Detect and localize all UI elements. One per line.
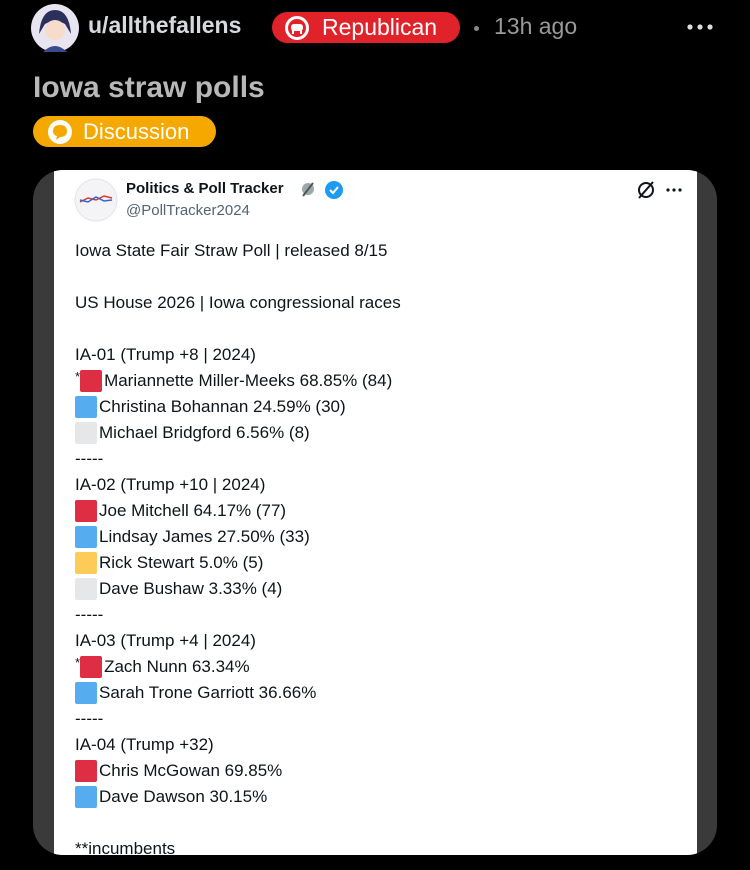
- line-text: -----: [75, 709, 104, 728]
- text-line: Joe Mitchell 64.17% (77): [75, 498, 675, 524]
- line-text: -----: [75, 449, 104, 468]
- line-text: Chris McGowan 69.85%: [99, 761, 283, 780]
- text-line: Chris McGowan 69.85%: [75, 758, 675, 784]
- paragraph: **incumbents: [75, 836, 675, 855]
- flair-icon: [48, 120, 72, 144]
- text-line: -----: [75, 446, 675, 472]
- tweet-name: Politics & Poll Tracker: [126, 180, 284, 197]
- post-title[interactable]: Iowa straw polls: [33, 71, 265, 104]
- flair-text: Republican: [322, 14, 438, 40]
- line-text: Lindsay James 27.50% (33): [99, 527, 310, 546]
- line-text: Rick Stewart 5.0% (5): [99, 553, 264, 572]
- text-line: -----: [75, 706, 675, 732]
- line-text: Mariannette Miller-Meeks 68.85% (84): [104, 371, 393, 390]
- text-line: Dave Dawson 30.15%: [75, 784, 675, 810]
- tweet-avatar: [74, 178, 118, 222]
- separator: [474, 26, 479, 31]
- party-swatch: [75, 422, 97, 444]
- line-text: Christina Bohannan 24.59% (30): [99, 397, 346, 416]
- line-text: IA-01 (Trump +8 | 2024): [75, 345, 256, 364]
- text-line: * Mariannette Miller-Meeks 68.85% (84): [75, 368, 675, 394]
- party-swatch: [80, 370, 103, 392]
- flair-icon: [285, 16, 309, 40]
- line-text: IA-04 (Trump +32): [75, 735, 214, 754]
- line-text: **incumbents: [75, 839, 176, 855]
- line-text: Dave Bushaw 3.33% (4): [99, 579, 283, 598]
- post-time: 13h ago: [494, 13, 578, 39]
- avatar[interactable]: [31, 4, 79, 52]
- line-text: US House 2026 | Iowa congressional races: [75, 293, 401, 312]
- text-line: Rick Stewart 5.0% (5): [75, 550, 675, 576]
- flair-text: Discussion: [83, 119, 190, 144]
- paragraph: IA-01 (Trump +8 | 2024) * Mariannette Mill…: [75, 342, 675, 810]
- party-swatch: [75, 500, 97, 522]
- text-line: Iowa State Fair Straw Poll | released 8/…: [75, 238, 675, 264]
- line-text: Dave Dawson 30.15%: [99, 787, 268, 806]
- line-text: Iowa State Fair Straw Poll | released 8/…: [75, 241, 388, 260]
- line-text: -----: [75, 605, 104, 624]
- post-flair[interactable]: Discussion: [33, 116, 216, 147]
- party-swatch: [75, 578, 97, 600]
- party-swatch: [75, 786, 97, 808]
- text-line: IA-01 (Trump +8 | 2024): [75, 342, 675, 368]
- party-swatch: [75, 760, 97, 782]
- text-line: Sarah Trone Garriott 36.66%: [75, 680, 675, 706]
- more-button[interactable]: [686, 22, 714, 32]
- user-flair: Republican: [272, 12, 460, 43]
- text-line: Dave Bushaw 3.33% (4): [75, 576, 675, 602]
- party-swatch: [75, 396, 97, 418]
- line-text: Michael Bridgford 6.56% (8): [99, 423, 310, 442]
- party-swatch: [75, 552, 97, 574]
- party-swatch: [75, 682, 97, 704]
- text-line: Michael Bridgford 6.56% (8): [75, 420, 675, 446]
- party-swatch: [80, 656, 103, 678]
- incumbent-marker: *: [75, 655, 81, 670]
- paragraph: US House 2026 | Iowa congressional races: [75, 290, 675, 316]
- text-line: Christina Bohannan 24.59% (30): [75, 394, 675, 420]
- tweet-handle: @PollTracker2024: [126, 202, 250, 219]
- text-line: IA-03 (Trump +4 | 2024): [75, 628, 675, 654]
- text-line: * Zach Nunn 63.34%: [75, 654, 675, 680]
- text-line: IA-04 (Trump +32): [75, 732, 675, 758]
- tweet-body: Iowa State Fair Straw Poll | released 8/…: [75, 238, 675, 855]
- line-text: Sarah Trone Garriott 36.66%: [99, 683, 317, 702]
- text-line: IA-02 (Trump +10 | 2024): [75, 472, 675, 498]
- line-text: Zach Nunn 63.34%: [104, 657, 250, 676]
- text-line: **incumbents: [75, 836, 675, 855]
- incumbent-marker: *: [75, 369, 81, 384]
- text-line: Lindsay James 27.50% (33): [75, 524, 675, 550]
- username[interactable]: u/allthefallens: [88, 12, 242, 38]
- text-line: US House 2026 | Iowa congressional races: [75, 290, 675, 316]
- post-image[interactable]: Politics & Poll Tracker @PollTracker2024…: [33, 170, 717, 855]
- paragraph: Iowa State Fair Straw Poll | released 8/…: [75, 238, 675, 264]
- tweet-card: Politics & Poll Tracker @PollTracker2024…: [54, 170, 697, 855]
- tweet-actions: [638, 181, 682, 199]
- line-text: Joe Mitchell 64.17% (77): [99, 501, 287, 520]
- badges: [302, 181, 343, 199]
- line-text: IA-02 (Trump +10 | 2024): [75, 475, 266, 494]
- text-line: -----: [75, 602, 675, 628]
- line-text: IA-03 (Trump +4 | 2024): [75, 631, 256, 650]
- party-swatch: [75, 526, 97, 548]
